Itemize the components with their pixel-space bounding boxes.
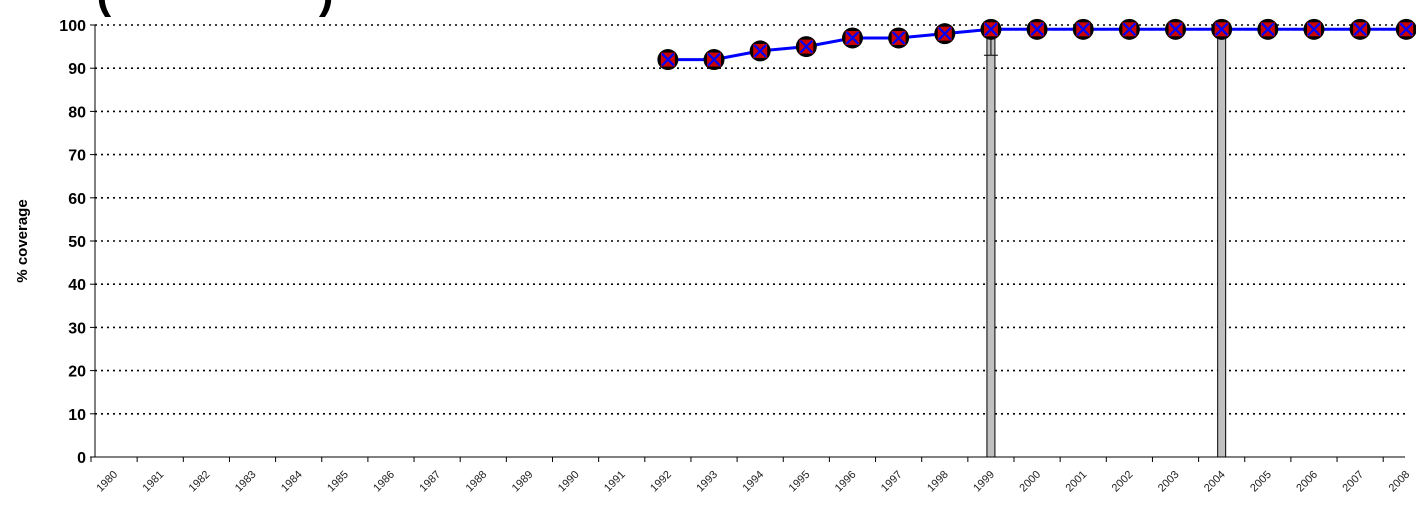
x-tick-labels: 1980 1981 1982 1983 1984 1985 1986 1987 1988 1989… (94, 469, 1412, 495)
data-point (749, 40, 771, 62)
x-tick-label: 1996 (833, 469, 859, 495)
x-tick-label: 1981 (141, 469, 167, 495)
data-point (1349, 18, 1371, 40)
data-point (1257, 18, 1279, 40)
data-point (1211, 18, 1233, 40)
data-points (657, 18, 1416, 71)
y-tick-label: 0 (77, 450, 86, 467)
marker-cross (753, 44, 767, 58)
data-point (1118, 18, 1140, 40)
data-point (1026, 18, 1048, 40)
x-tick-label: 1984 (279, 469, 305, 495)
y-tick-label: 50 (68, 234, 86, 251)
marker-cross (937, 26, 952, 41)
x-tick-label: 1982 (187, 469, 213, 495)
x-tick-label: 1999 (971, 469, 997, 495)
data-point (1395, 18, 1416, 40)
x-tick-label: 2002 (1110, 469, 1136, 495)
y-tick-label: 80 (68, 104, 86, 121)
x-tick-label: 1987 (417, 469, 443, 495)
x-tick-label: 1997 (879, 469, 905, 495)
marker-cross (845, 31, 860, 45)
x-tick-label: 2006 (1294, 469, 1320, 495)
data-point (795, 36, 817, 58)
marker-cross (1122, 22, 1137, 37)
x-tick-label: 1988 (464, 469, 490, 495)
data-point (703, 49, 725, 71)
marker-cross (1214, 22, 1229, 37)
y-tick-label: 90 (68, 61, 86, 78)
x-tick-label: 1990 (556, 469, 582, 495)
marker-cross (799, 39, 814, 54)
marker-cross (984, 22, 998, 37)
x-tick-label: 1992 (648, 469, 674, 495)
data-point (841, 27, 863, 49)
x-tick-label: 2004 (1202, 469, 1228, 495)
x-tick-label: 1983 (233, 469, 259, 495)
y-axis-label: % coverage (14, 199, 31, 282)
x-tick-label: 1993 (694, 469, 720, 495)
marker-cross (1353, 22, 1367, 37)
data-point (1165, 18, 1187, 40)
x-tick-label: 1991 (602, 469, 628, 495)
x-tick-label: 2003 (1156, 469, 1182, 495)
data-point (657, 49, 679, 71)
marker-cross (1030, 22, 1044, 37)
y-tick-labels: 0 10 20 30 40 50 60 70 80 90 100 (59, 18, 86, 467)
x-tick-label: 2007 (1340, 469, 1366, 495)
bars (983, 28, 1227, 458)
y-tick-label: 60 (68, 191, 86, 208)
x-tick-label: 1980 (94, 469, 120, 495)
marker-cross (1399, 22, 1414, 37)
data-point (1072, 18, 1094, 40)
axes (90, 24, 1405, 462)
y-tick-label: 20 (68, 364, 86, 381)
x-tick-label: 2008 (1387, 469, 1413, 495)
x-tick-label: 1998 (925, 469, 951, 495)
marker-cross (1307, 22, 1321, 37)
x-tick-label: 1995 (787, 469, 813, 495)
marker-cross (707, 52, 721, 67)
x-tick-label: 2001 (1064, 469, 1090, 495)
marker-cross (1076, 22, 1090, 37)
chart-title: ( ) (96, 0, 333, 18)
marker-cross (661, 52, 675, 67)
x-tick-label: 1985 (325, 469, 351, 495)
y-tick-label: 10 (68, 407, 86, 424)
x-tick-label: 2005 (1248, 469, 1274, 495)
marker-cross (1168, 22, 1183, 37)
data-point (888, 27, 910, 49)
x-tick-label: 1989 (510, 469, 536, 495)
bar (1217, 28, 1227, 458)
data-point (980, 18, 1002, 40)
marker-cross (1261, 22, 1275, 37)
data-point (1303, 18, 1325, 40)
x-tick-label: 1986 (371, 469, 397, 495)
gridlines (95, 24, 1405, 415)
data-point (934, 23, 956, 45)
y-tick-label: 70 (68, 148, 86, 165)
y-tick-label: 30 (68, 320, 86, 337)
x-tick-label: 1994 (740, 469, 766, 495)
marker-cross (891, 31, 906, 45)
bar (986, 28, 996, 458)
y-tick-label: 40 (68, 277, 86, 294)
x-tick-label: 2000 (1017, 469, 1043, 495)
y-tick-label: 100 (59, 18, 86, 35)
